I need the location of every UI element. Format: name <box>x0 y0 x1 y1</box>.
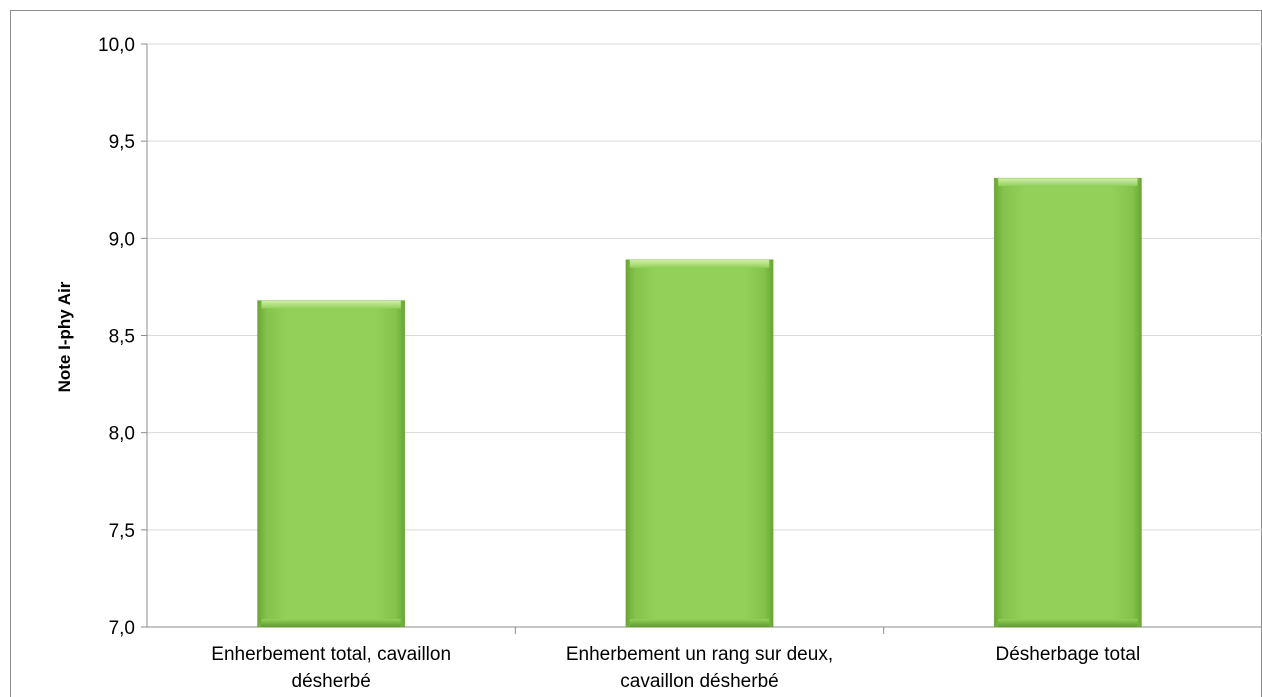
bar-body <box>994 178 1142 627</box>
bar-bevel-top <box>998 178 1138 187</box>
category-label: désherbé <box>292 671 371 692</box>
bar-outline <box>625 259 774 628</box>
bar <box>257 300 406 628</box>
y-tick-label: 8,5 <box>109 327 135 348</box>
y-tick-label: 7,0 <box>109 618 135 639</box>
y-tick-label: 10,0 <box>98 35 135 56</box>
category-labels: Enherbement total, cavaillon désherbé Enhe… <box>211 644 1140 692</box>
y-tick-label: 9,5 <box>109 132 135 153</box>
bar-bevel-top <box>261 300 401 309</box>
category-label: Enherbement un rang sur deux, <box>566 644 833 665</box>
bar-bevel-top <box>629 259 770 268</box>
bar-outline <box>257 300 406 628</box>
bar <box>993 177 1142 628</box>
y-tick-labels: 7,0 7,5 8,0 8,5 9,0 9,5 10,0 <box>98 35 135 639</box>
bars <box>257 177 1142 628</box>
bar-bevel-bottom <box>629 619 770 627</box>
bar-body <box>625 259 774 627</box>
bar <box>625 259 774 628</box>
bar-bevel-bottom <box>261 619 401 627</box>
y-tick-label: 9,0 <box>109 229 135 250</box>
category-label: Désherbage total <box>995 644 1140 665</box>
y-tick-label: 8,0 <box>109 424 135 445</box>
bar-body <box>257 300 405 627</box>
y-tick-label: 7,5 <box>109 521 135 542</box>
y-axis-title: Note I-phy Air <box>55 281 74 392</box>
bar-bevel-bottom <box>998 619 1138 627</box>
category-label: cavaillon désherbé <box>620 671 778 692</box>
category-label: Enherbement total, cavaillon <box>211 644 451 665</box>
bar-outline <box>993 177 1142 628</box>
